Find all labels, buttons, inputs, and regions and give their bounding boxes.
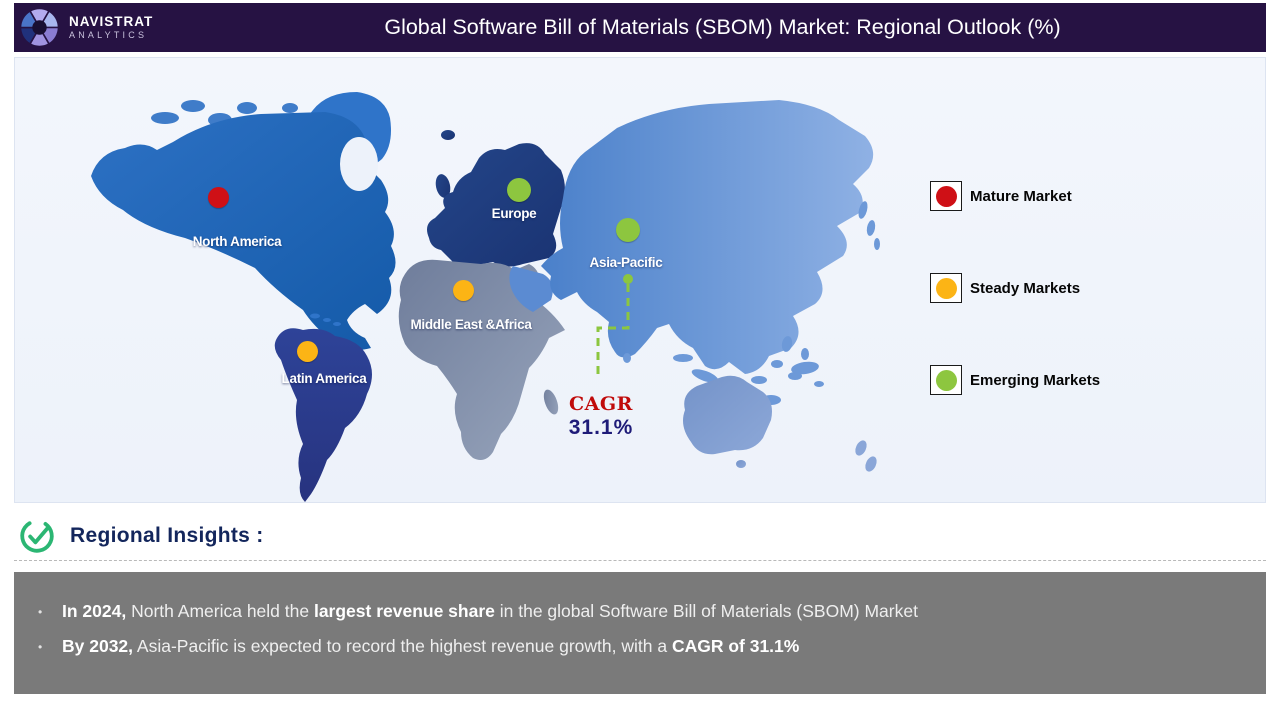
- bullet-icon: •: [38, 604, 43, 619]
- legend-swatch-box: [930, 365, 962, 395]
- label-asia-pacific: Asia-Pacific: [589, 255, 663, 270]
- label-middle-east-africa: Middle East &Africa: [410, 317, 532, 332]
- world-map-panel: North America Europe Asia-Pacific Middle…: [14, 57, 1266, 503]
- insight-text: CAGR of 31.1%: [671, 636, 800, 656]
- legend-item-mature: Mature Market: [930, 181, 1072, 211]
- world-map: [91, 92, 880, 502]
- insight-text: Asia-Pacific is expected to record the h…: [133, 636, 672, 656]
- arabian-peninsula: [509, 266, 553, 312]
- logo-wordmark: NAVISTRAT ANALYTICS: [69, 13, 154, 41]
- check-circle-icon: [20, 519, 54, 553]
- legend-swatch-box: [930, 273, 962, 303]
- insights-heading: Regional Insights :: [18, 517, 264, 555]
- cagr-connector: [596, 274, 633, 376]
- steady-market-dot-icon: [935, 277, 957, 299]
- legend-label: Mature Market: [970, 187, 1072, 205]
- legend-swatch-box: [930, 181, 962, 211]
- legend-label: Steady Markets: [970, 279, 1081, 297]
- insights-box: • In 2024, North America held the larges…: [14, 572, 1266, 694]
- continent-asia: [541, 100, 874, 374]
- insight-text: in the global Software Bill of Materials…: [494, 601, 918, 621]
- logo-name: NAVISTRAT: [69, 13, 154, 29]
- mature-market-dot-icon: [935, 185, 957, 207]
- navistrat-logo: NAVISTRAT ANALYTICS: [14, 7, 239, 48]
- continent-australia: [683, 375, 877, 472]
- cagr-value: 31.1%: [568, 416, 634, 439]
- insight-bullet-2024: • In 2024, North America held the larges…: [14, 594, 1266, 629]
- emerging-market-dot-icon: [935, 369, 957, 391]
- dot-middle-east-africa: [453, 280, 474, 301]
- continent-africa: [398, 259, 565, 460]
- cagr-annotation: CAGR 31.1%: [541, 393, 661, 440]
- page-title: Global Software Bill of Materials (SBOM)…: [384, 15, 1061, 39]
- continent-europe: [427, 130, 565, 268]
- label-north-america: North America: [192, 234, 282, 249]
- dot-europe: [507, 178, 531, 202]
- bullet-icon: •: [38, 639, 43, 654]
- dot-asia-pacific: [616, 218, 640, 242]
- continent-south-america: [274, 328, 372, 502]
- insight-text: largest revenue share: [313, 601, 495, 621]
- legend-label: Emerging Markets: [970, 371, 1101, 389]
- hudson-bay: [340, 137, 378, 191]
- logo-wheel-icon: [19, 7, 60, 48]
- label-latin-america: Latin America: [281, 371, 367, 386]
- label-europe: Europe: [491, 206, 537, 221]
- header-bar: NAVISTRAT ANALYTICS Global Software Bill…: [14, 3, 1266, 52]
- insight-text: In 2024,: [62, 601, 127, 621]
- dot-north-america: [208, 187, 229, 208]
- cagr-label: CAGR: [569, 393, 633, 415]
- insight-bullet-2032: • By 2032, Asia-Pacific is expected to r…: [14, 629, 1266, 664]
- insight-text: By 2032,: [62, 636, 134, 656]
- insight-text: North America held the: [126, 601, 314, 621]
- dot-latin-america: [297, 341, 318, 362]
- legend-item-steady: Steady Markets: [930, 273, 1080, 303]
- legend-item-emerging: Emerging Markets: [930, 365, 1100, 395]
- caribbean-islands: [310, 313, 341, 326]
- dashed-divider: [14, 560, 1266, 561]
- continent-north-america: [91, 112, 396, 350]
- logo-subtitle: ANALYTICS: [69, 29, 148, 40]
- insights-title: Regional Insights :: [70, 524, 264, 547]
